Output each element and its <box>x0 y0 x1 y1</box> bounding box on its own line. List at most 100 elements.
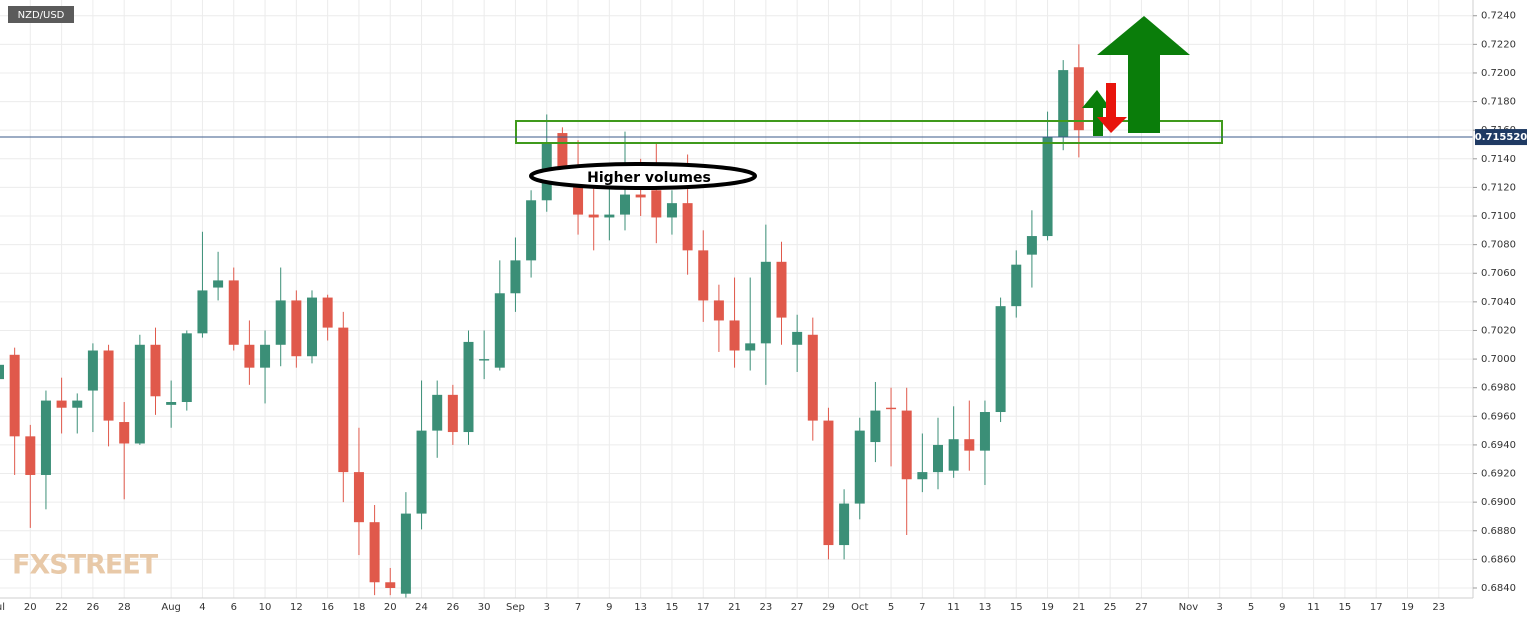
candle-body <box>447 394 458 433</box>
x-tick-label: 28 <box>118 602 131 613</box>
y-tick-label: 0.7060 <box>1481 268 1516 279</box>
candle-body <box>9 354 20 437</box>
candle-body <box>244 344 255 368</box>
y-tick-label: 0.7200 <box>1481 68 1516 79</box>
candle-body <box>745 343 756 351</box>
x-tick-label: Jul <box>0 602 5 613</box>
x-tick-label: 3 <box>544 602 550 613</box>
y-tick-label: 0.6960 <box>1481 411 1516 422</box>
big-up-arrow <box>1097 16 1190 133</box>
symbol-box <box>8 6 74 23</box>
y-tick-label: 0.6840 <box>1481 583 1516 594</box>
candle-body <box>729 320 740 351</box>
annotation-text: Higher volumes <box>587 170 711 186</box>
candle-body <box>573 174 584 215</box>
y-tick-label: 0.6920 <box>1481 469 1516 480</box>
candle-body <box>103 350 114 421</box>
x-tick-label: 17 <box>1370 602 1383 613</box>
x-tick-label: 10 <box>259 602 272 613</box>
x-tick-label: 26 <box>446 602 459 613</box>
candle-body <box>275 300 286 345</box>
candle-body <box>557 133 568 175</box>
candle-body <box>854 430 865 504</box>
x-tick-label: 12 <box>290 602 303 613</box>
x-tick-label: 29 <box>822 602 835 613</box>
x-tick-label: 30 <box>478 602 491 613</box>
x-tick-label: 26 <box>87 602 100 613</box>
x-tick-label: 22 <box>55 602 68 613</box>
x-tick-label: 9 <box>606 602 612 613</box>
candle-body <box>901 410 912 480</box>
x-tick-label: 16 <box>321 602 334 613</box>
y-tick-label: 0.6880 <box>1481 526 1516 537</box>
candle-body <box>635 194 646 198</box>
candle-body <box>432 394 443 431</box>
candle-body <box>369 522 380 583</box>
axes: 0.6840 0.6860 0.6880 0.6900 0.6920 0.6940 0.69… <box>0 11 1516 613</box>
candle-body <box>72 400 83 408</box>
candle-body <box>40 400 51 475</box>
x-tick-label: 15 <box>666 602 679 613</box>
candle-body <box>166 402 177 405</box>
candle-body <box>807 334 818 421</box>
candle-body <box>1042 137 1053 237</box>
x-tick-label: 21 <box>1072 602 1085 613</box>
x-tick-label: 21 <box>728 602 741 613</box>
candle-body <box>526 200 537 261</box>
candle-body <box>228 280 239 345</box>
candle-body <box>338 327 349 473</box>
candles <box>0 44 1084 598</box>
x-tick-label: 13 <box>634 602 647 613</box>
x-tick-label: 11 <box>1307 602 1320 613</box>
x-tick-label: 5 <box>888 602 894 613</box>
candle-body <box>776 261 787 318</box>
x-tick-label: 25 <box>1104 602 1117 613</box>
candle-body <box>197 290 208 334</box>
y-tick-label: 0.7000 <box>1481 354 1516 365</box>
x-tick-label: 20 <box>24 602 37 613</box>
candle-body <box>150 344 161 397</box>
y-tick-label: 0.7240 <box>1481 11 1516 22</box>
x-tick-label: 23 <box>759 602 772 613</box>
x-tick-label: Nov <box>1179 602 1199 613</box>
candle-body <box>995 306 1006 413</box>
y-tick-label: 0.7080 <box>1481 240 1516 251</box>
candle-body <box>307 297 317 357</box>
x-tick-label: 19 <box>1401 602 1414 613</box>
candle-body <box>839 503 850 546</box>
x-tick-label: 15 <box>1339 602 1352 613</box>
x-tick-label: Aug <box>161 602 181 613</box>
candle-body <box>886 407 897 410</box>
candle-body <box>1026 236 1037 255</box>
candle-body <box>416 430 427 514</box>
y-tick-label: 0.7220 <box>1481 39 1516 50</box>
candle-body <box>964 439 975 451</box>
x-tick-label: Sep <box>506 602 525 613</box>
candle-body <box>119 422 130 444</box>
candle-body <box>56 400 67 408</box>
y-tick-label: 0.6860 <box>1481 554 1516 565</box>
candle-body <box>385 582 396 588</box>
x-tick-label: Oct <box>851 602 868 613</box>
candle-body <box>651 190 662 218</box>
candle-body <box>134 344 145 444</box>
candle-body <box>604 214 615 218</box>
candle-body <box>698 250 709 301</box>
x-tick-label: 15 <box>1010 602 1023 613</box>
x-tick-label: 5 <box>1248 602 1254 613</box>
candle-body <box>1073 67 1084 131</box>
y-tick-label: 0.7120 <box>1481 182 1516 193</box>
candle-body <box>870 410 881 443</box>
candle-body <box>713 300 724 321</box>
x-tick-label: 24 <box>415 602 428 613</box>
candle-body <box>353 472 364 523</box>
annotation-ellipse <box>529 162 757 190</box>
symbol-label: NZD/USD <box>18 10 65 21</box>
x-tick-label: 11 <box>947 602 960 613</box>
candle-body <box>87 350 98 391</box>
down-arrow <box>1097 83 1127 133</box>
small-up-arrow <box>1082 90 1110 136</box>
candle-body <box>1058 70 1069 138</box>
y-tick-label: 0.7140 <box>1481 154 1516 165</box>
